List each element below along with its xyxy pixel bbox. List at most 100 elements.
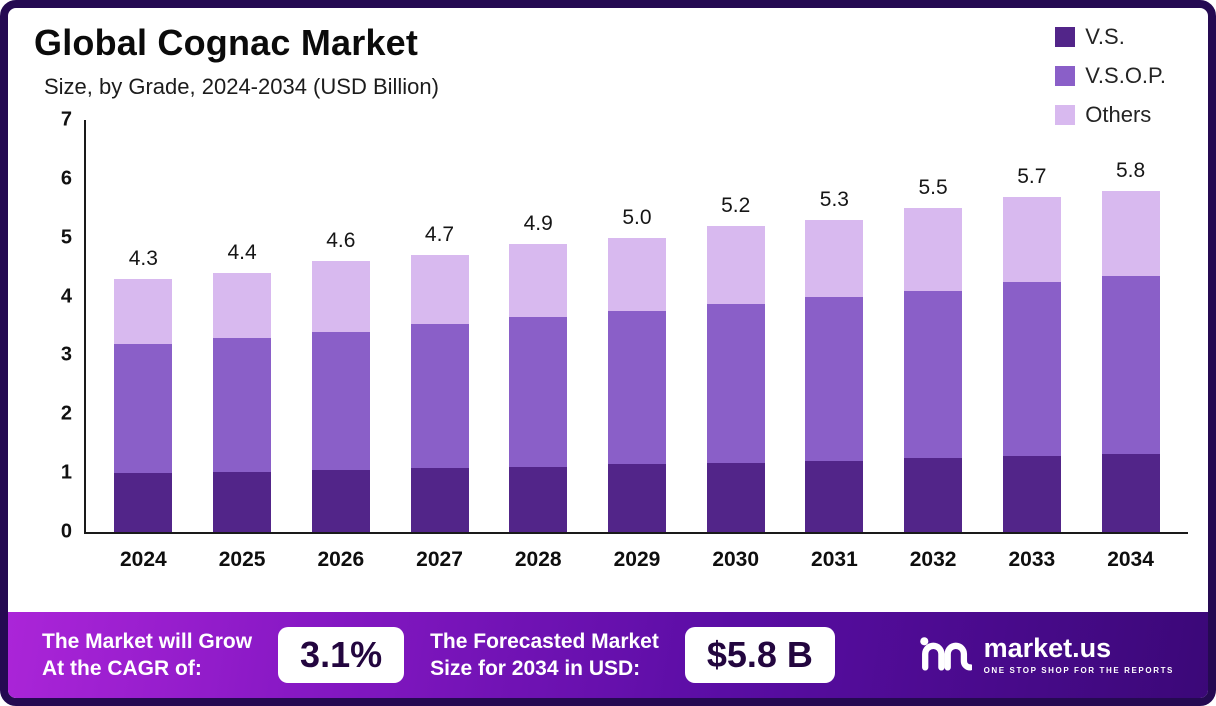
bar-segment-others: [805, 220, 864, 297]
bar-segment-vs: [410, 468, 469, 532]
bar-stack: [805, 120, 864, 532]
marketus-logo-icon: [918, 634, 973, 677]
x-axis-label: 2033: [1008, 548, 1056, 571]
header: Global Cognac Market Size, by Grade, 202…: [34, 22, 439, 100]
bar-stack: [706, 120, 765, 532]
bar-2033: 5.7: [1002, 120, 1061, 532]
bar-segment-others: [213, 273, 272, 338]
bar-value-label: 4.9: [523, 211, 553, 235]
y-tick-label: 7: [60, 108, 72, 131]
bar-segment-vsop: [311, 331, 370, 471]
bar-segment-vsop: [114, 343, 173, 474]
x-axis-label: 2031: [811, 548, 858, 571]
plot-area: 4.3 4.4 4.6 4.7 4.9 5.0 5.2 5.3 5.5 5.7 5.8: [84, 120, 1188, 534]
y-tick-label: 4: [60, 285, 72, 308]
bar-value-label: 5.8: [1115, 158, 1146, 182]
bar-segment-others: [509, 243, 568, 318]
bar-segment-vsop: [607, 311, 666, 465]
bar-2034: 5.8: [1101, 120, 1160, 532]
y-tick-label: 1: [60, 461, 72, 484]
chart: 0 1 2 3 4 5 6 7 4.3 4.4 4.6 4.7 4.9 5.0 5.2 5.3 5.5 5.7 5…: [38, 109, 1188, 572]
bar-segment-others: [1002, 196, 1061, 282]
bar-value-label: 4.4: [227, 241, 257, 265]
forecast-value-box: $5.8 B: [684, 627, 835, 683]
legend-item-vsop: V.S.O.P.: [1055, 63, 1166, 89]
forecast-label-line1: The Forecasted Market: [430, 629, 659, 653]
bar-stack: [1101, 120, 1160, 532]
y-axis: 0 1 2 3 4 5 6 7: [38, 109, 84, 543]
brand-name: market.us: [983, 633, 1112, 663]
page-title: Global Cognac Market: [34, 22, 419, 63]
cagr-label-line2: At the CAGR of:: [42, 657, 202, 680]
bar-2032: 5.5: [904, 120, 963, 532]
bar-segment-vsop: [509, 317, 568, 468]
bar-2027: 4.7: [410, 120, 469, 532]
cagr-label-line1: The Market will Grow: [42, 629, 253, 653]
x-axis-label: 2030: [712, 548, 760, 571]
bar-value-label: 5.5: [918, 176, 948, 200]
x-axis-label: 2024: [120, 548, 167, 571]
bar-stack: [607, 120, 666, 532]
x-axis-label: 2028: [514, 548, 562, 571]
legend-swatch-vsop: [1055, 66, 1076, 86]
y-tick-label: 3: [60, 343, 72, 366]
bar-segment-vs: [1002, 455, 1061, 532]
legend-label: Others: [1085, 102, 1152, 127]
bar-segment-vs: [311, 470, 370, 532]
cagr-label: The Market will Grow At the CAGR of:: [42, 628, 252, 683]
brand: market.us ONE STOP SHOP FOR THE REPORTS: [918, 634, 1174, 677]
legend-label: V.S.: [1085, 24, 1125, 49]
bar-segment-others: [706, 225, 765, 304]
bar-segment-vsop: [410, 324, 469, 469]
bar-segment-vs: [805, 461, 864, 532]
bar-value-label: 5.3: [819, 188, 849, 212]
bar-value-label: 5.2: [721, 193, 751, 217]
bar-segment-others: [410, 255, 469, 325]
chart-grid: 0 1 2 3 4 5 6 7 4.3 4.4 4.6 4.7 4.9 5.0 5.2 5.3 5.5 5.7 5…: [38, 109, 1188, 543]
bar-stack: [311, 120, 370, 532]
bar-segment-vs: [1101, 454, 1160, 532]
y-tick-label: 5: [60, 226, 72, 249]
bar-2025: 4.4: [213, 120, 272, 532]
legend: V.S. V.S.O.P. Others: [1055, 24, 1166, 128]
x-axis-labels: 2024 2025 2026 2027 2028 2029 2030 2031 2032 2033…: [86, 548, 1188, 572]
bar-segment-vsop: [1002, 281, 1061, 456]
x-axis-label: 2029: [613, 548, 661, 571]
bar-2029: 5.0: [607, 120, 666, 532]
bar-segment-vsop: [904, 290, 963, 459]
bar-segment-vsop: [706, 303, 765, 463]
bar-value-label: 4.3: [128, 246, 158, 270]
bar-value-label: 5.0: [622, 205, 652, 229]
brand-text: market.us ONE STOP SHOP FOR THE REPORTS: [983, 633, 1174, 676]
bar-value-label: 5.7: [1017, 164, 1047, 188]
bar-segment-others: [114, 278, 173, 344]
bar-segment-vsop: [213, 337, 272, 472]
bar-segment-others: [607, 237, 666, 312]
bar-value-label: 4.6: [326, 229, 356, 253]
bar-2030: 5.2: [706, 120, 765, 532]
legend-item-vs: V.S.: [1055, 24, 1166, 50]
bar-segment-others: [904, 208, 963, 291]
brand-tagline: ONE STOP SHOP FOR THE REPORTS: [983, 666, 1174, 675]
bar-segment-vs: [213, 471, 272, 532]
x-axis-label: 2026: [317, 548, 365, 571]
bar-segment-others: [1101, 190, 1160, 276]
cagr-value-box: 3.1%: [278, 627, 405, 683]
forecast-label-line2: Size for 2034 in USD:: [430, 657, 641, 680]
legend-label: V.S.O.P.: [1085, 63, 1166, 88]
bar-stack: [410, 120, 469, 532]
bar-stack: [1002, 120, 1061, 532]
legend-swatch-others: [1055, 105, 1076, 125]
bar-value-label: 4.7: [424, 223, 455, 247]
y-tick-label: 0: [60, 520, 72, 543]
y-tick-label: 2: [60, 402, 72, 425]
bar-segment-vsop: [805, 296, 864, 462]
page-subtitle: Size, by Grade, 2024-2034 (USD Billion): [44, 74, 439, 99]
bar-stack: [213, 120, 272, 532]
x-axis-label: 2025: [218, 548, 266, 571]
y-tick-label: 6: [60, 167, 72, 190]
bar-2024: 4.3: [114, 120, 173, 532]
bar-2026: 4.6: [311, 120, 370, 532]
legend-swatch-vs: [1055, 27, 1076, 47]
